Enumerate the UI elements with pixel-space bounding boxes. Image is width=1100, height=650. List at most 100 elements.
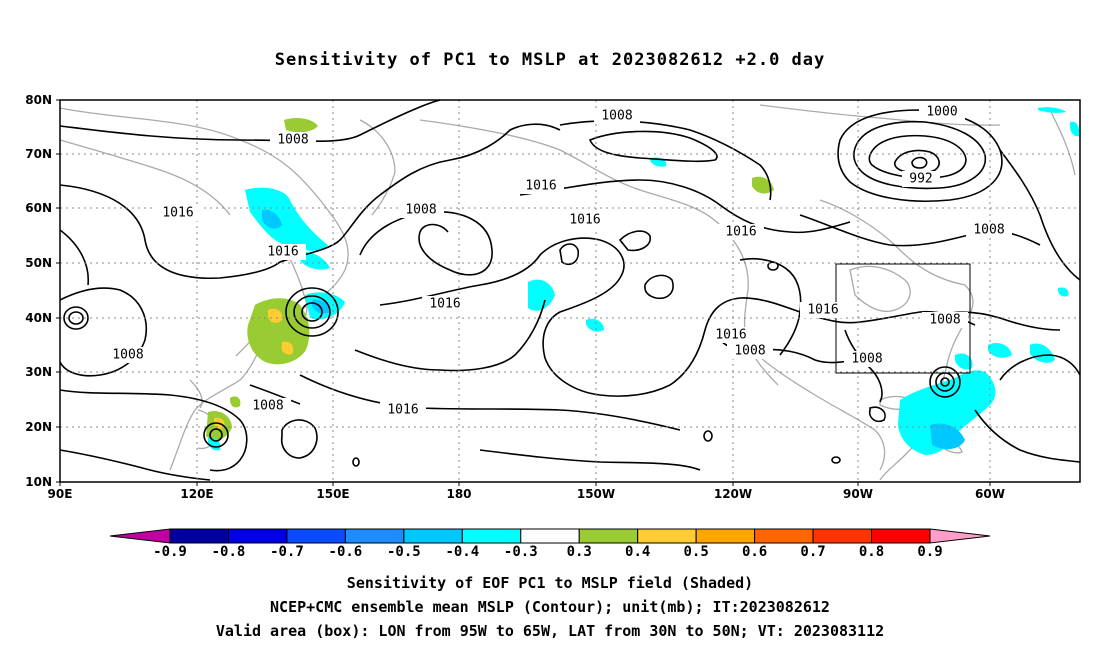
contour-label: 1016 (725, 225, 756, 240)
colorbar-cell (754, 528, 814, 544)
contour-label: 1008 (851, 352, 882, 367)
colorbar-label: -0.4 (445, 544, 479, 560)
colorbar-cell (344, 528, 405, 544)
small-contour (703, 430, 713, 442)
contour-1008 (359, 210, 493, 276)
contour-label: 1016 (569, 213, 600, 228)
small-contour (767, 261, 779, 271)
colorbar-labels: -0.9 -0.8 -0.7 -0.6 -0.5 -0.4 -0.3 0.3 0.4 0.5 0.6… (153, 544, 943, 560)
small-contour (831, 456, 841, 464)
contour-1016 (999, 354, 1081, 381)
caption-line-3: Valid area (box): LON from 95W to 65W, L… (215, 622, 885, 640)
contour-1016 (974, 409, 1081, 463)
colorbar-cell (812, 528, 873, 544)
shading-layer (206, 107, 1080, 455)
contour-label: 1016 (162, 206, 193, 221)
contour-1008 (59, 287, 147, 377)
contour-label: 1008 (252, 399, 283, 414)
colorbar-cell (695, 528, 756, 544)
chart-title: Sensitivity of PC1 to MSLP at 2023082612… (274, 50, 826, 70)
colorbar-label: 0.7 (800, 544, 825, 560)
lat-label: 70N (25, 147, 52, 161)
caption-line-1: Sensitivity of EOF PC1 to MSLP field (Sh… (346, 574, 754, 592)
contour-label: 1008 (112, 348, 143, 363)
low-center-hurricane (940, 377, 950, 387)
colorbar-cell (871, 528, 931, 544)
colorbar-cell (461, 528, 522, 544)
shade-cyan (1070, 121, 1080, 137)
shade-cyan (528, 279, 555, 311)
shade-cyan (262, 209, 282, 229)
contour-1016 (519, 179, 851, 234)
contour-1008 (844, 329, 883, 403)
lon-label: 150W (577, 487, 615, 501)
contour-1016 (739, 257, 802, 356)
colorbar-label: -0.6 (329, 544, 363, 560)
colorbar-cell (227, 528, 288, 544)
shade-cyan (1058, 287, 1069, 297)
contour-1008 (59, 449, 211, 481)
contour-label: 992 (909, 172, 932, 187)
colorbar-label: 0.9 (917, 544, 942, 560)
caption-line-2: NCEP+CMC ensemble mean MSLP (Contour); u… (270, 598, 830, 616)
colorbar-cell (578, 528, 639, 544)
contour-1000 (853, 120, 987, 190)
contour-label: 1008 (973, 223, 1004, 238)
contour-1016 (559, 243, 580, 266)
contour-label: 1016 (525, 179, 556, 194)
colorbar-label: -0.7 (270, 544, 304, 560)
map-frame (59, 99, 1081, 483)
contour-1016 (644, 274, 674, 300)
lon-label: 120E (180, 487, 213, 501)
contour-1008 (999, 149, 1081, 281)
colorbar-high-arrow (929, 528, 991, 544)
contour-1008 (59, 229, 90, 286)
contour-1016 (618, 230, 651, 252)
colorbar-label: 0.8 (859, 544, 884, 560)
axis-ticks (56, 99, 991, 486)
shade-cyan (1038, 107, 1066, 113)
contour-992 (893, 149, 940, 175)
contour-label: 1008 (405, 203, 436, 218)
contour-label: 1008 (601, 109, 632, 124)
shade-cyan (300, 251, 330, 270)
shade-green (247, 298, 310, 365)
shade-cyan (1030, 343, 1055, 363)
gridlines (60, 100, 1080, 482)
colorbar-label: -0.3 (504, 544, 538, 560)
contour-label: 1000 (926, 105, 957, 120)
colorbar-cell (637, 528, 697, 544)
contour-992 (911, 156, 928, 169)
lat-label: 80N (25, 93, 52, 107)
shade-cyan (898, 370, 996, 455)
colorbar-label: -0.9 (153, 544, 187, 560)
colorbar-cell (286, 528, 346, 544)
shade-cyan (955, 353, 973, 370)
low-center-typhoon (203, 422, 229, 448)
lat-label: 40N (25, 311, 52, 325)
colorbar-cell (169, 528, 229, 544)
shade-green (230, 396, 241, 408)
contour-1008 (868, 406, 886, 423)
contour-1008 (59, 389, 248, 472)
contour-label: 1016 (267, 245, 298, 260)
low-center-east-asia (301, 302, 323, 322)
contour-label: 1008 (734, 344, 765, 359)
low-center-east-asia (285, 287, 339, 337)
lat-label: 50N (25, 256, 52, 270)
lon-label: 90W (843, 487, 873, 501)
contour-label: 1008 (929, 313, 960, 328)
contour-1008 (588, 130, 718, 163)
shade-yellow (268, 308, 283, 323)
shade-cyan (586, 318, 604, 332)
contour-1016 (299, 374, 681, 431)
low-center-typhoon (209, 428, 223, 442)
lon-label: 90E (48, 487, 73, 501)
contour-label: 1008 (277, 133, 308, 148)
lon-label: 60W (975, 487, 1005, 501)
lat-labels: 80N 70N 60N 50N 40N 30N 20N 10N (25, 93, 52, 489)
small-contour (68, 311, 84, 325)
small-contour (352, 457, 360, 467)
colorbar-label: 0.3 (567, 544, 592, 560)
